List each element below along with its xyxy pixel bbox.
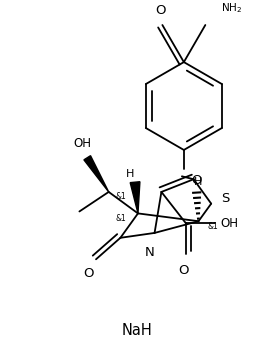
Polygon shape (130, 182, 140, 214)
Text: H: H (194, 177, 203, 187)
Text: N: N (145, 246, 155, 259)
Text: O: O (155, 4, 166, 17)
Text: O: O (83, 267, 93, 280)
Text: &1: &1 (115, 192, 126, 201)
Polygon shape (84, 156, 109, 192)
Text: S: S (221, 192, 229, 205)
Text: OH: OH (220, 217, 238, 230)
Text: O: O (179, 264, 189, 277)
Text: NH$_2$: NH$_2$ (221, 1, 242, 15)
Text: &1: &1 (115, 214, 126, 223)
Text: NaH: NaH (122, 323, 152, 338)
Text: O: O (192, 174, 202, 187)
Text: OH: OH (73, 137, 91, 150)
Text: H: H (126, 169, 134, 179)
Text: &1: &1 (208, 222, 219, 231)
